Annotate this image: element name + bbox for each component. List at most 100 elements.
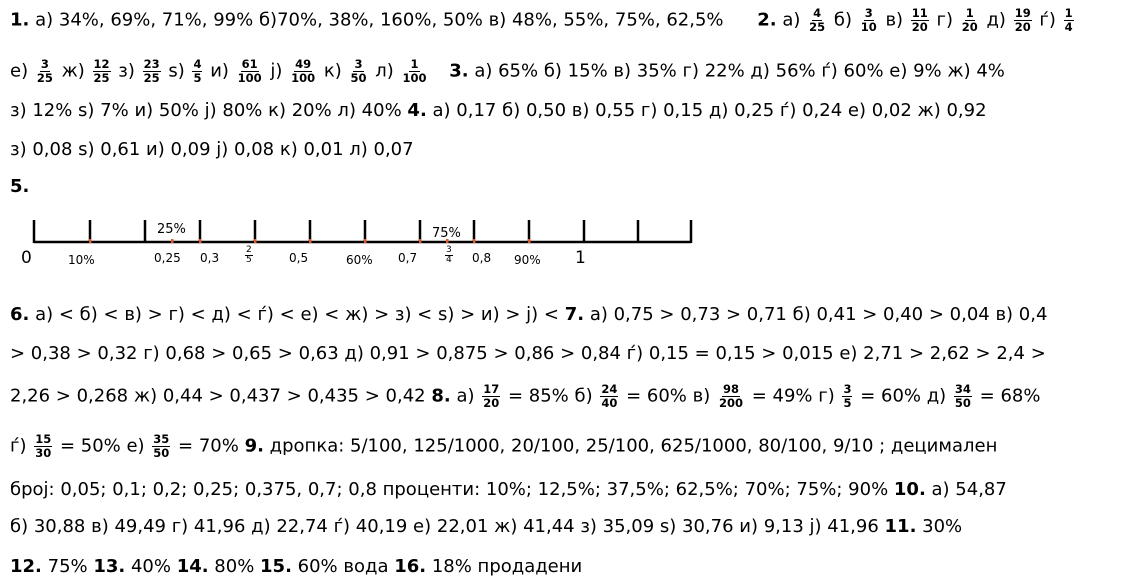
task-number: 16. [394,556,427,577]
numerator: 49 [294,57,313,72]
number-line-mark [419,239,422,243]
task-number: 12. [10,556,42,577]
label-0-7: 0,7 [398,251,418,265]
fraction: 3 25 [36,58,54,85]
numerator: 4 [812,6,823,21]
fraction: 17 20 [482,383,501,410]
numerator: 24 [600,382,619,397]
numerator: 3 [353,57,364,72]
numerator: 3 [863,6,874,21]
denominator: 20 [483,396,500,410]
label-60-percent: 60% [346,253,373,267]
answer-label: и) [204,60,235,82]
label-10-percent: 10% [68,253,95,267]
denominator: 100 [402,71,427,85]
answer-label: ј) [264,60,289,82]
label-0-8: 0,8 [472,251,492,265]
fraction: 4 25 [808,7,826,34]
numerator: 23 [142,57,161,72]
answer-label: а) [450,385,481,407]
task-number: 1. [10,9,30,31]
fraction: 24 40 [600,382,619,410]
answers-line-10: број: 0,05; 0,1; 0,2; 0,25; 0,375, 0,7; … [10,479,1007,501]
answer-text: 80% [208,556,261,577]
answer-text: а) 34%, 69%, 71%, 99% б)70%, 38%, 160%, … [29,9,724,31]
numerator: 19 [1013,6,1032,21]
answer-text: з) 12% ѕ) 7% и) 50% ј) 80% к) 20% л) 40% [10,100,408,121]
answer-label: ж) [55,60,91,82]
fraction: 19 20 [1013,6,1032,34]
fraction: 3 50 [349,58,367,85]
denominator: 50 [153,446,170,460]
number-line-mark [199,239,202,243]
answer-label: б) [828,9,858,31]
task-number: 3. [449,60,469,82]
answer-text: = 60% в) [620,385,716,407]
answers-line-12: 12. 75% 13. 40% 14. 80% 15. 60% вода 16.… [10,556,582,578]
task-number: 5. [10,176,30,197]
denominator: 25 [143,71,160,85]
fraction: 61 100 [237,58,263,85]
answer-text: 2,26 > 0,268 ж) 0,44 > 0,437 > 0,435 > 0… [10,385,432,407]
answer-text: дропка: 5/100, 125/1000, 20/100, 25/100,… [263,435,998,457]
answer-text: б) 30,88 в) 49,49 г) 41,96 д) 22,74 ѓ) 4… [10,516,885,537]
answers-line-9: ѓ) 15 30 = 50% е) 35 50 = 70% 9. дропка: 5… [10,433,997,460]
numerator: 98 [721,382,740,397]
task-number: 6. [10,304,30,325]
answer-label: а) [776,9,807,31]
numerator: 3 [39,57,50,72]
answer-text: = 49% г) [745,385,841,407]
denominator: 100 [291,71,316,85]
numerator: 2 [245,245,253,256]
label-one: 1 [575,248,586,268]
number-line-mark [309,239,312,243]
task-number: 14. [176,556,209,577]
task-number: 8. [431,385,451,407]
fraction: 12 25 [92,57,111,85]
numerator: 35 [152,432,171,447]
fraction: 49 100 [290,58,316,85]
fraction: 23 25 [142,57,161,85]
denominator: 25 [93,71,110,85]
answer-text: 40% [125,556,177,577]
answers-line-3: з) 12% ѕ) 7% и) 50% ј) 80% к) 20% л) 40%… [10,100,987,122]
denominator: 30 [35,446,52,460]
number-line-mark [89,239,92,243]
answer-label: к) [318,60,348,82]
answer-text: = 50% е) [54,435,151,457]
answer-label: ѓ) [10,435,33,457]
denominator: 200 [718,396,743,410]
task-number: 11. [884,516,917,537]
denominator: 25 [36,71,53,85]
task-number: 4. [407,100,427,121]
answer-text: а) 0,75 > 0,73 > 0,71 б) 0,41 > 0,40 > 0… [584,304,1048,325]
label-90-percent: 90% [514,253,541,267]
label-0-25: 0,25 [154,251,181,265]
task-number: 2. [757,9,777,31]
task-number: 13. [93,556,126,577]
answer-text: а) 0,17 б) 0,50 в) 0,55 г) 0,15 д) 0,25 … [426,100,987,121]
numerator: 15 [34,432,53,447]
answer-text: 60% вода [291,556,395,577]
answer-text: = 68% [973,385,1041,407]
fraction: 1 100 [401,58,427,85]
answer-label: л) [369,60,400,82]
denominator: 20 [1014,20,1031,34]
denominator: 50 [350,71,367,85]
number-line-marks [89,239,531,243]
numerator: 12 [92,57,111,72]
answer-text: = 70% [172,435,245,457]
task-number: 15. [260,556,292,577]
fraction: 11 20 [910,7,929,34]
answer-text: 75% [41,556,94,577]
number-line-ticks [32,220,693,243]
answers-line-11: б) 30,88 в) 49,49 г) 41,96 д) 22,74 ѓ) 4… [10,516,962,538]
fraction: 34 50 [953,383,972,410]
denominator: 5 [246,255,252,265]
denominator: 4 [1064,20,1073,34]
